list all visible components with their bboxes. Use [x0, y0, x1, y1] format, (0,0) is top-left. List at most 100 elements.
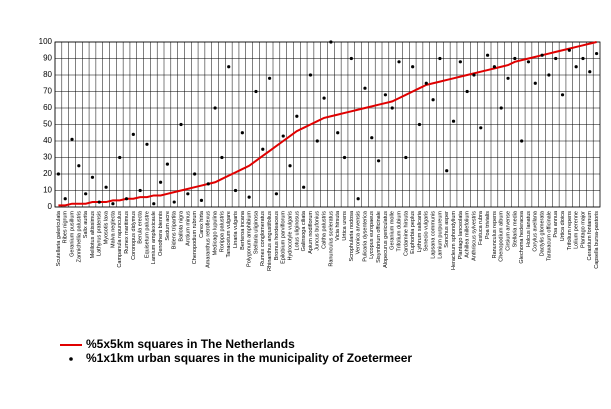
data-point [97, 200, 101, 204]
x-tick-label: Veronica arvensis [356, 211, 362, 255]
y-tick-label: 70 [43, 87, 52, 96]
legend-label: %1x1km urban squares in the municipality… [86, 351, 412, 365]
data-point [506, 76, 510, 80]
x-tick-label: Ranunculus repens [492, 211, 498, 259]
data-point [199, 198, 204, 202]
x-tick-label: Coronopus didymus [131, 211, 137, 260]
x-tick-label: Medicago lupulina [213, 210, 219, 255]
x-tick-label: Dactylis glomerata [540, 210, 546, 256]
x-tick-label: Melilotus altissimus [90, 211, 96, 259]
data-point [63, 197, 67, 201]
x-tick-label: Plantago major [580, 211, 586, 248]
x-tick-label: Apium nodiflorum [308, 211, 314, 254]
x-tick-label: Ranunculus sceleratus [328, 211, 334, 267]
x-tick-label: Sedum acre [165, 211, 171, 241]
data-point [451, 119, 456, 123]
y-tick-label: 10 [43, 186, 52, 195]
x-tick-label: Cardamine hirsuta [403, 210, 409, 256]
data-point [281, 134, 285, 138]
data-point [390, 106, 394, 110]
x-tick-label: Amaranthus retroflexus [206, 211, 212, 268]
x-tick-label: Lamium amplexicaule [151, 211, 157, 264]
data-point [302, 185, 306, 189]
legend-dot [69, 357, 73, 361]
data-point [560, 93, 565, 97]
data-point [533, 81, 537, 85]
data-point [342, 155, 347, 160]
x-tick-label: Chenopodium rubrum [192, 211, 198, 265]
data-point [356, 197, 360, 201]
x-tick-label: Myosotis laxa [104, 210, 110, 244]
x-tick-label: Taraxacum officinale [546, 211, 552, 261]
data-point [158, 180, 163, 184]
x-tick-label: Oenothera biennis [158, 211, 164, 256]
x-tick-label: Senecio vulgaris [424, 211, 430, 252]
x-tick-label: Chenopodium album [499, 211, 505, 262]
x-tick-label: Campanula rapunculus [117, 211, 123, 268]
data-point [438, 56, 442, 61]
x-tick-label: Poa trivialis [485, 211, 491, 239]
y-tick-label: 30 [43, 153, 52, 162]
x-tick-label: Cerastium fontanum [587, 211, 593, 261]
legend-label: %5x5km squares in The Netherlands [86, 337, 295, 351]
data-point [458, 60, 462, 64]
data-point [179, 122, 183, 127]
series-line [58, 41, 597, 207]
x-tick-label: Salix aurita [83, 210, 89, 238]
data-point [513, 56, 517, 61]
data-point [213, 106, 217, 110]
x-tick-label: Pulicaria dysenterica [362, 210, 368, 262]
x-tick-label: Rhinanthus angustifolius [267, 211, 273, 271]
data-point [295, 114, 299, 118]
data-point [308, 73, 313, 77]
x-tick-label: Lythrum salicaria [417, 210, 423, 252]
x-tick-label: Glechoma hederacea [519, 210, 525, 264]
x-tick-label: Plantago lanceolata [458, 210, 464, 259]
x-tick-label: Vicia hirsuta [335, 210, 341, 241]
x-tick-label: Epilobium parviflorum [281, 211, 287, 264]
data-point [383, 93, 388, 97]
x-tick-label: Lycopus europaeus [369, 211, 375, 259]
data-point [465, 89, 469, 94]
x-tick-label: Geranium molle [390, 211, 396, 250]
x-tick-label: Euphorbia peplus [410, 211, 416, 254]
x-tick-label: Equisetum palustre [144, 211, 150, 258]
y-tick-label: 0 [48, 202, 53, 211]
x-tick-label: Scutellaria galericulata [56, 210, 62, 266]
x-tick-label: Urtica dioica [560, 210, 566, 241]
y-tick-label: 80 [43, 70, 52, 79]
x-tick-label: Sonchus asper [444, 211, 450, 248]
data-point [315, 139, 319, 143]
x-tick-label: Bromus hordeaceus [274, 211, 280, 260]
x-tick-label: Scrophularia nodosa [349, 210, 355, 261]
data-point [138, 188, 142, 193]
data-point [131, 132, 135, 136]
x-tick-label: Rumex maritimus [124, 211, 130, 254]
data-point [404, 155, 408, 160]
data-point [520, 139, 524, 143]
x-tick-label: Festuca rubra [478, 210, 484, 245]
data-point [84, 192, 88, 196]
x-tick-label: Trifolium dubium [396, 211, 402, 252]
data-point [145, 142, 149, 146]
data-point [574, 65, 578, 69]
x-tick-label: Heracleum sphondylium [451, 211, 457, 270]
data-point [254, 89, 258, 94]
data-point [240, 131, 244, 135]
data-point [322, 96, 326, 100]
x-tick-label: Anthriscus sylvestris [471, 211, 477, 261]
data-point [247, 195, 251, 199]
x-tick-label: Caltha palustris [322, 211, 328, 249]
data-point [492, 65, 497, 69]
x-tick-label: Zannichellia palustris [76, 211, 82, 263]
data-point [581, 56, 585, 61]
x-tick-label: Trifolium repens [567, 211, 573, 250]
x-tick-label: Sisymbrium officinale [376, 211, 382, 263]
x-tick-label: Carex hirta [199, 210, 205, 238]
y-tick-label: 60 [43, 103, 52, 112]
x-tick-label: Tanacetum vulgare [226, 211, 232, 257]
x-tick-label: Holcus lanatus [526, 211, 532, 247]
y-tick-label: 90 [43, 54, 52, 63]
y-tick-label: 40 [43, 136, 52, 145]
data-point [172, 200, 176, 204]
